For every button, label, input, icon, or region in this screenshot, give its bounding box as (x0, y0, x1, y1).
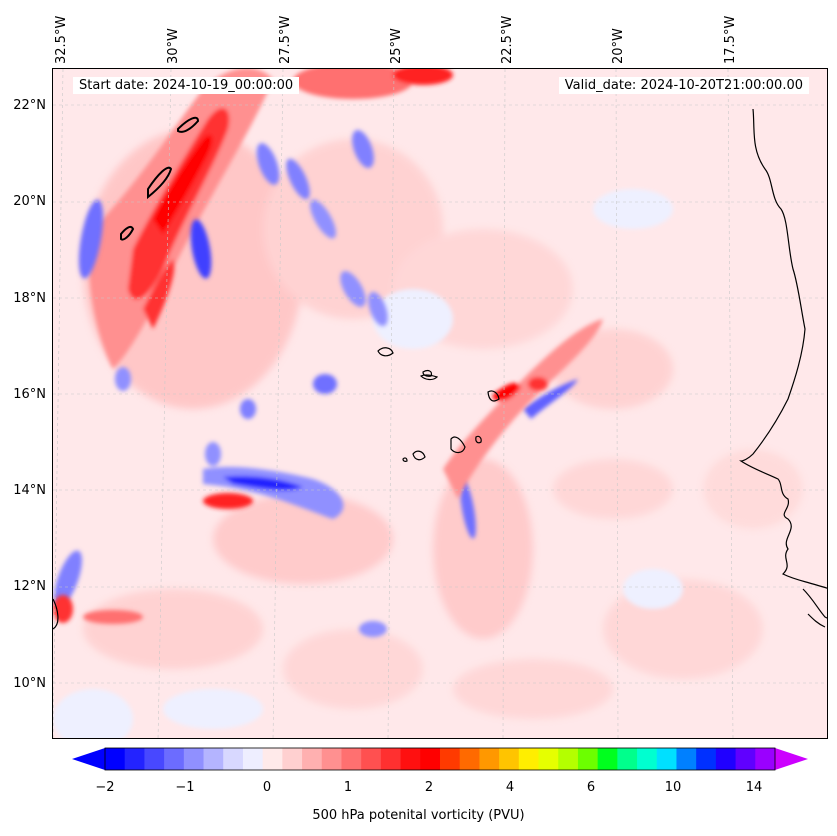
colorbar-segment (183, 748, 205, 770)
colorbar-segment (617, 748, 638, 770)
colorbar-extend-low (72, 748, 105, 770)
colorbar-segment (262, 748, 283, 770)
lon-label-20w: 20°W (611, 28, 626, 64)
colorbar-segment (164, 748, 185, 770)
lat-label-20n: 20°N (13, 194, 46, 209)
colorbar-segment (715, 748, 737, 770)
colorbar-segment (361, 748, 382, 770)
colorbar-extend-high (775, 748, 808, 770)
colorbar-segment (538, 748, 559, 770)
cb-tick-5: 4 (505, 780, 515, 795)
colorbar-segment (302, 748, 323, 770)
valid-date-label: Valid_date: 2024-10-20T21:00:00.00 (558, 77, 809, 94)
colorbar-segment (637, 748, 658, 770)
colorbar-segment (380, 748, 402, 770)
colorbar-segment (203, 748, 224, 770)
lon-label-32-5w: 32.5°W (54, 15, 69, 64)
colorbar-segment (124, 748, 146, 770)
low-pv-streaks (54, 129, 578, 637)
cb-tick-4: 2 (424, 780, 434, 795)
pv-field-map: Start date: 2024-10-19_00:00:00 Valid_da… (53, 69, 827, 738)
colorbar-segment (282, 748, 303, 770)
coastlines (53, 108, 827, 630)
colorbar-segment (735, 748, 756, 770)
colorbar-segment (223, 748, 244, 770)
colorbar-segment (518, 748, 540, 770)
cb-tick-6: 6 (586, 780, 596, 795)
cb-tick-1: −1 (175, 780, 195, 795)
colorbar-segments (105, 748, 776, 770)
high-pv-band-nw (89, 69, 453, 369)
colorbar-segment (105, 748, 126, 770)
colorbar-segment (755, 748, 776, 770)
high-pv-band-islands (53, 319, 603, 624)
colorbar-segment (676, 748, 697, 770)
pv-contours (120, 116, 200, 241)
cb-tick-0: −2 (95, 780, 115, 795)
colorbar-segment (440, 748, 461, 770)
cb-tick-7: 10 (664, 780, 682, 795)
colorbar-segment (656, 748, 678, 770)
colorbar-segment (577, 748, 599, 770)
light-blue-patches (53, 189, 683, 738)
colorbar-segment (696, 748, 717, 770)
lat-label-16n: 16°N (13, 387, 46, 402)
colorbar-segment (420, 748, 441, 770)
lon-label-22-5w: 22.5°W (500, 15, 515, 64)
colorbar-segment (400, 748, 421, 770)
start-date-label: Start date: 2024-10-19_00:00:00 (73, 77, 300, 94)
colorbar-label: 500 hPa potenital vorticity (PVU) (312, 808, 525, 823)
colorbar-segment (144, 748, 165, 770)
colorbar-segment (479, 748, 500, 770)
lon-label-17-5w: 17.5°W (723, 15, 738, 64)
cb-tick-3: 1 (343, 780, 353, 795)
cb-tick-2: 0 (262, 780, 272, 795)
colorbar-segment (459, 748, 481, 770)
lat-label-18n: 18°N (13, 291, 46, 306)
lon-label-30w: 30°W (166, 28, 181, 64)
colorbar-segment (242, 748, 264, 770)
colorbar-outline (104, 747, 776, 771)
colorbar-segment (558, 748, 579, 770)
colorbar-segment (321, 748, 343, 770)
colorbar-segment (499, 748, 520, 770)
colorbar-segment (341, 748, 362, 770)
lat-label-14n: 14°N (13, 483, 46, 498)
map-panel[interactable]: Start date: 2024-10-19_00:00:00 Valid_da… (52, 68, 828, 739)
cb-tick-8: 14 (745, 780, 763, 795)
lat-label-22n: 22°N (13, 98, 46, 113)
lon-label-27-5w: 27.5°W (278, 15, 293, 64)
colorbar-segment (597, 748, 618, 770)
lat-label-12n: 12°N (13, 579, 46, 594)
lat-label-10n: 10°N (13, 676, 46, 691)
lon-label-25w: 25°W (389, 28, 404, 64)
